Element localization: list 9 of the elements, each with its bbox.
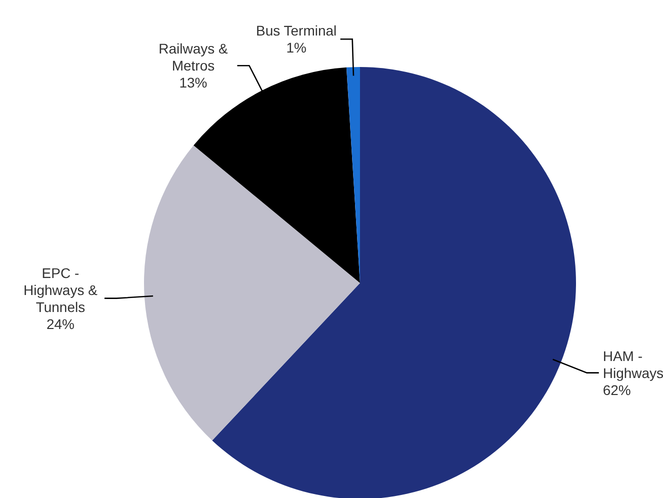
data-label: 1% [286,40,306,56]
pie-slice [144,145,360,440]
slice-label: Bus Terminal [256,22,337,39]
slice-label: HAM - Highways [602,348,663,381]
slice-label: Railways & Metros [158,40,229,74]
slice-label: EPC - Highways & Tunnels [24,264,98,315]
data-label: 62% [602,382,631,398]
data-label: 24% [46,316,74,332]
data-label: 13% [179,74,208,91]
